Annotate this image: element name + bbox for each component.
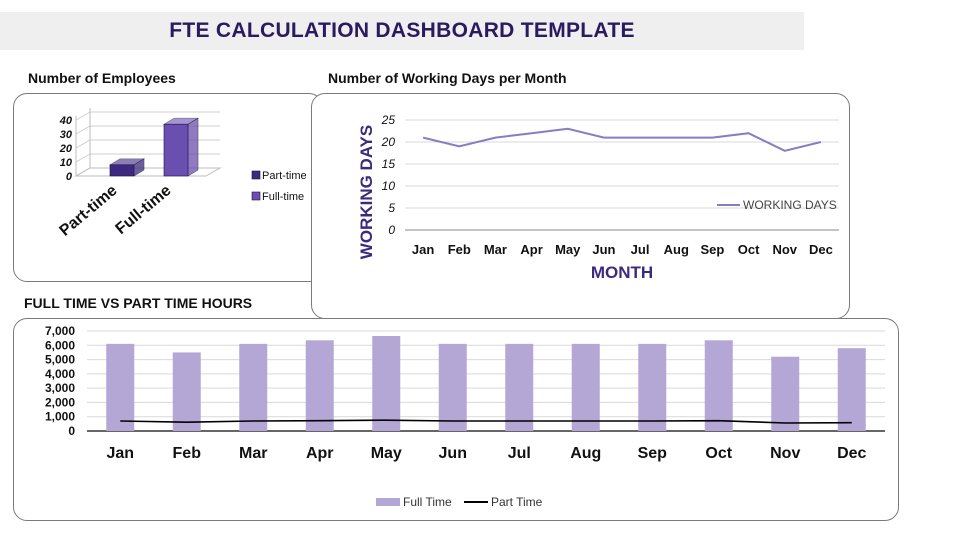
x-tick-label: Dec [837,445,866,462]
y-tick-label: 7,000 [45,324,75,338]
x-tick-label: Oct [738,242,760,257]
y-tick-label: 30 [60,129,73,141]
full-time-bar [239,343,268,431]
bar-part-time [109,164,135,177]
full-time-bar [372,336,401,431]
y-tick-label: 25 [381,113,396,127]
y-tick-label: 0 [68,424,75,438]
x-tick-label: Part-time [57,182,121,240]
gridline-side [75,153,91,163]
dashboard-title-bar: FTE CALCULATION DASHBOARD TEMPLATE [0,12,804,50]
employees-chart: 403020100Part-timeFull-timePart-timeFull… [57,108,307,240]
employees-chart-panel: 40 30 20 10 0 Part-time Full-time Part-time Full… [13,93,323,282]
working-days-line [422,127,822,152]
y-tick-label: 10 [382,179,396,193]
y-tick-label: 15 [382,157,396,171]
x-tick-label: Jul [508,445,531,462]
y-tick-label: 0 [388,223,395,237]
x-tick-label: Mar [484,242,507,257]
full-time-bar [305,340,334,431]
legend-swatch [251,191,261,201]
x-tick-label: Mar [239,445,267,462]
hours-chart-panel: 7,000 6,000 5,000 4,000 3,000 2,000 1,000 0 Jan F… [13,318,899,521]
x-tick-label: Jan [106,445,134,462]
y-tick-label: 40 [59,115,73,127]
x-tick-label: Jan [412,242,434,257]
x-tick-label: Apr [520,242,542,257]
working-days-chart-panel: 25 20 15 10 5 0 Jan Feb Mar Apr May Jun Jul Aug Sep Oct… [311,93,850,319]
y-tick-label: 5 [388,201,395,215]
x-tick-label: Aug [570,445,601,462]
working-days-chart-title: Number of Working Days per Month [328,70,567,86]
x-tick-label: Dec [809,242,833,257]
full-time-bar [505,343,534,431]
x-tick-label: Jun [439,445,467,462]
y-tick-label: 4,000 [45,367,75,381]
full-time-bar [771,356,800,431]
x-tick-label: May [371,445,402,462]
y-axis-title: WORKING DAYS [357,125,376,259]
chart-floor [74,167,222,177]
y-tick-label: 2,000 [45,395,75,409]
x-tick-label: Feb [173,445,202,462]
x-tick-label: Jun [592,242,615,257]
y-tick-label: 1,000 [45,410,75,424]
x-axis-title: MONTH [591,263,653,282]
x-tick-label: Sep [700,242,724,257]
full-time-bar [438,343,467,431]
x-tick-label: Aug [664,242,689,257]
full-time-bar [106,343,135,431]
x-tick-label: Full-time [113,182,175,238]
y-tick-label: 5,000 [45,353,75,367]
gridline-side [75,139,91,149]
y-tick-label: 20 [59,143,73,155]
y-tick-label: 3,000 [45,381,75,395]
employees-chart-title: Number of Employees [28,70,176,86]
legend-swatch [251,170,261,180]
y-tick-label: 6,000 [45,338,75,352]
part-time-line [120,419,852,424]
x-tick-label: Oct [705,445,732,462]
page-title: FTE CALCULATION DASHBOARD TEMPLATE [169,19,635,42]
full-time-bar [837,348,866,431]
working-days-chart: 25 20 15 10 5 0 Jan Feb Mar Apr May Jun Jul Aug Sep Oct… [357,113,839,282]
legend-label: Part-time [262,170,307,182]
legend-label: Full-time [262,191,304,203]
legend-label: WORKING DAYS [743,198,837,212]
x-tick-label: Nov [770,445,800,462]
y-tick-label: 20 [381,135,396,149]
full-time-bar [571,343,600,431]
legend-label: Part Time [491,495,543,509]
x-tick-label: Feb [448,242,471,257]
y-tick-label: 0 [66,171,73,183]
x-tick-label: Nov [772,242,797,257]
hours-chart-title: FULL TIME VS PART TIME HOURS [24,295,253,311]
gridline-side [75,125,91,135]
y-tick-label: 10 [60,157,73,169]
full-time-bar [704,340,733,431]
x-tick-label: Jul [631,242,650,257]
legend-label: Full Time [403,495,452,509]
bar-full-time [163,123,189,177]
x-tick-label: May [555,242,581,257]
x-tick-label: Apr [306,445,334,462]
gridline-side [75,111,91,121]
x-tick-label: Sep [638,445,668,462]
legend-swatch-full-time [376,498,400,506]
bar-side-full-time [187,117,199,177]
full-time-bar [638,343,667,431]
full-time-bar [172,352,201,431]
